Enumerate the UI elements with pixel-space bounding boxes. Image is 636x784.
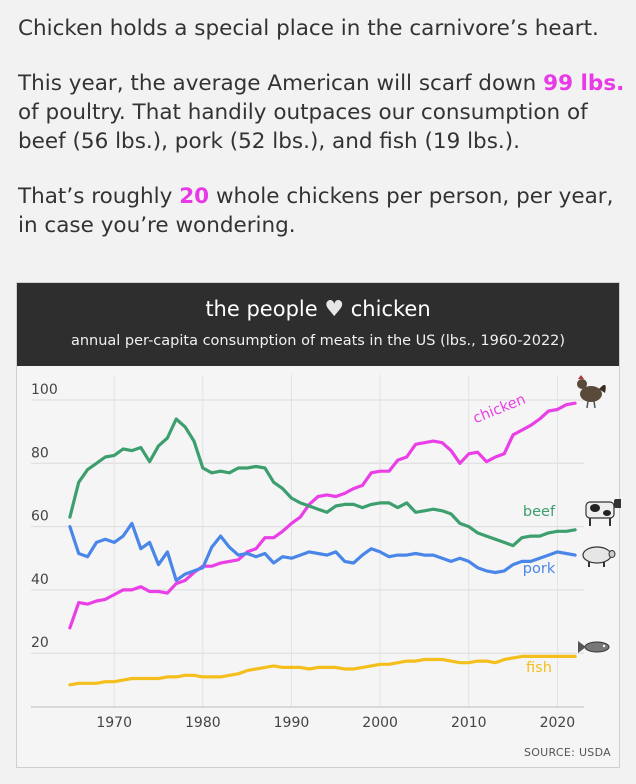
pork-label: pork xyxy=(523,561,556,577)
pork-line xyxy=(68,521,577,582)
y-tick-label: 60 xyxy=(31,509,49,525)
chart-title: the people ♥ chicken xyxy=(205,297,431,322)
fish-icon xyxy=(578,641,610,653)
fish-line xyxy=(68,654,577,687)
chicken-icon xyxy=(577,375,606,409)
y-tick-label: 80 xyxy=(31,445,49,461)
x-tick-label: 1990 xyxy=(274,715,310,731)
highlight-20: 20 xyxy=(179,184,210,209)
chicken-label: chicken xyxy=(471,392,528,427)
chicken-line xyxy=(68,401,577,630)
highlight-99-lbs: 99 lbs. xyxy=(543,71,625,96)
x-tick-label: 2020 xyxy=(540,715,576,731)
beef-line xyxy=(68,417,577,548)
intro-paragraph-2: This year, the average American will sca… xyxy=(18,71,625,154)
pig-icon xyxy=(582,546,616,567)
y-tick-label: 100 xyxy=(31,382,58,398)
intro-paragraph-1: Chicken holds a special place in the car… xyxy=(18,16,599,41)
line-chart: 20 40 60 80 100 1970 1980 1990 2000 2010 2020 chick… xyxy=(31,375,621,731)
x-tick-label: 2010 xyxy=(451,715,487,731)
fish-label: fish xyxy=(526,660,552,676)
chart-card: the people ♥ chicken annual per-capita c… xyxy=(16,282,621,768)
x-tick-label: 2000 xyxy=(362,715,398,731)
y-tick-label: 20 xyxy=(31,635,49,651)
intro-text: Chicken holds a special place in the car… xyxy=(18,14,628,266)
source-note: SOURCE: USDA xyxy=(523,746,611,759)
heart-icon: ♥ xyxy=(324,297,345,322)
cow-icon xyxy=(585,499,621,526)
x-tick-label: 1970 xyxy=(96,715,132,731)
chart-header: the people ♥ chicken annual per-capita c… xyxy=(17,283,619,366)
y-tick-label: 40 xyxy=(31,572,49,588)
x-tick-label: 1980 xyxy=(185,715,221,731)
beef-label: beef xyxy=(523,504,556,520)
chart-subtitle: annual per-capita consumption of meats i… xyxy=(70,333,566,349)
intro-paragraph-3: That’s roughly 20 whole chickens per per… xyxy=(18,184,614,238)
